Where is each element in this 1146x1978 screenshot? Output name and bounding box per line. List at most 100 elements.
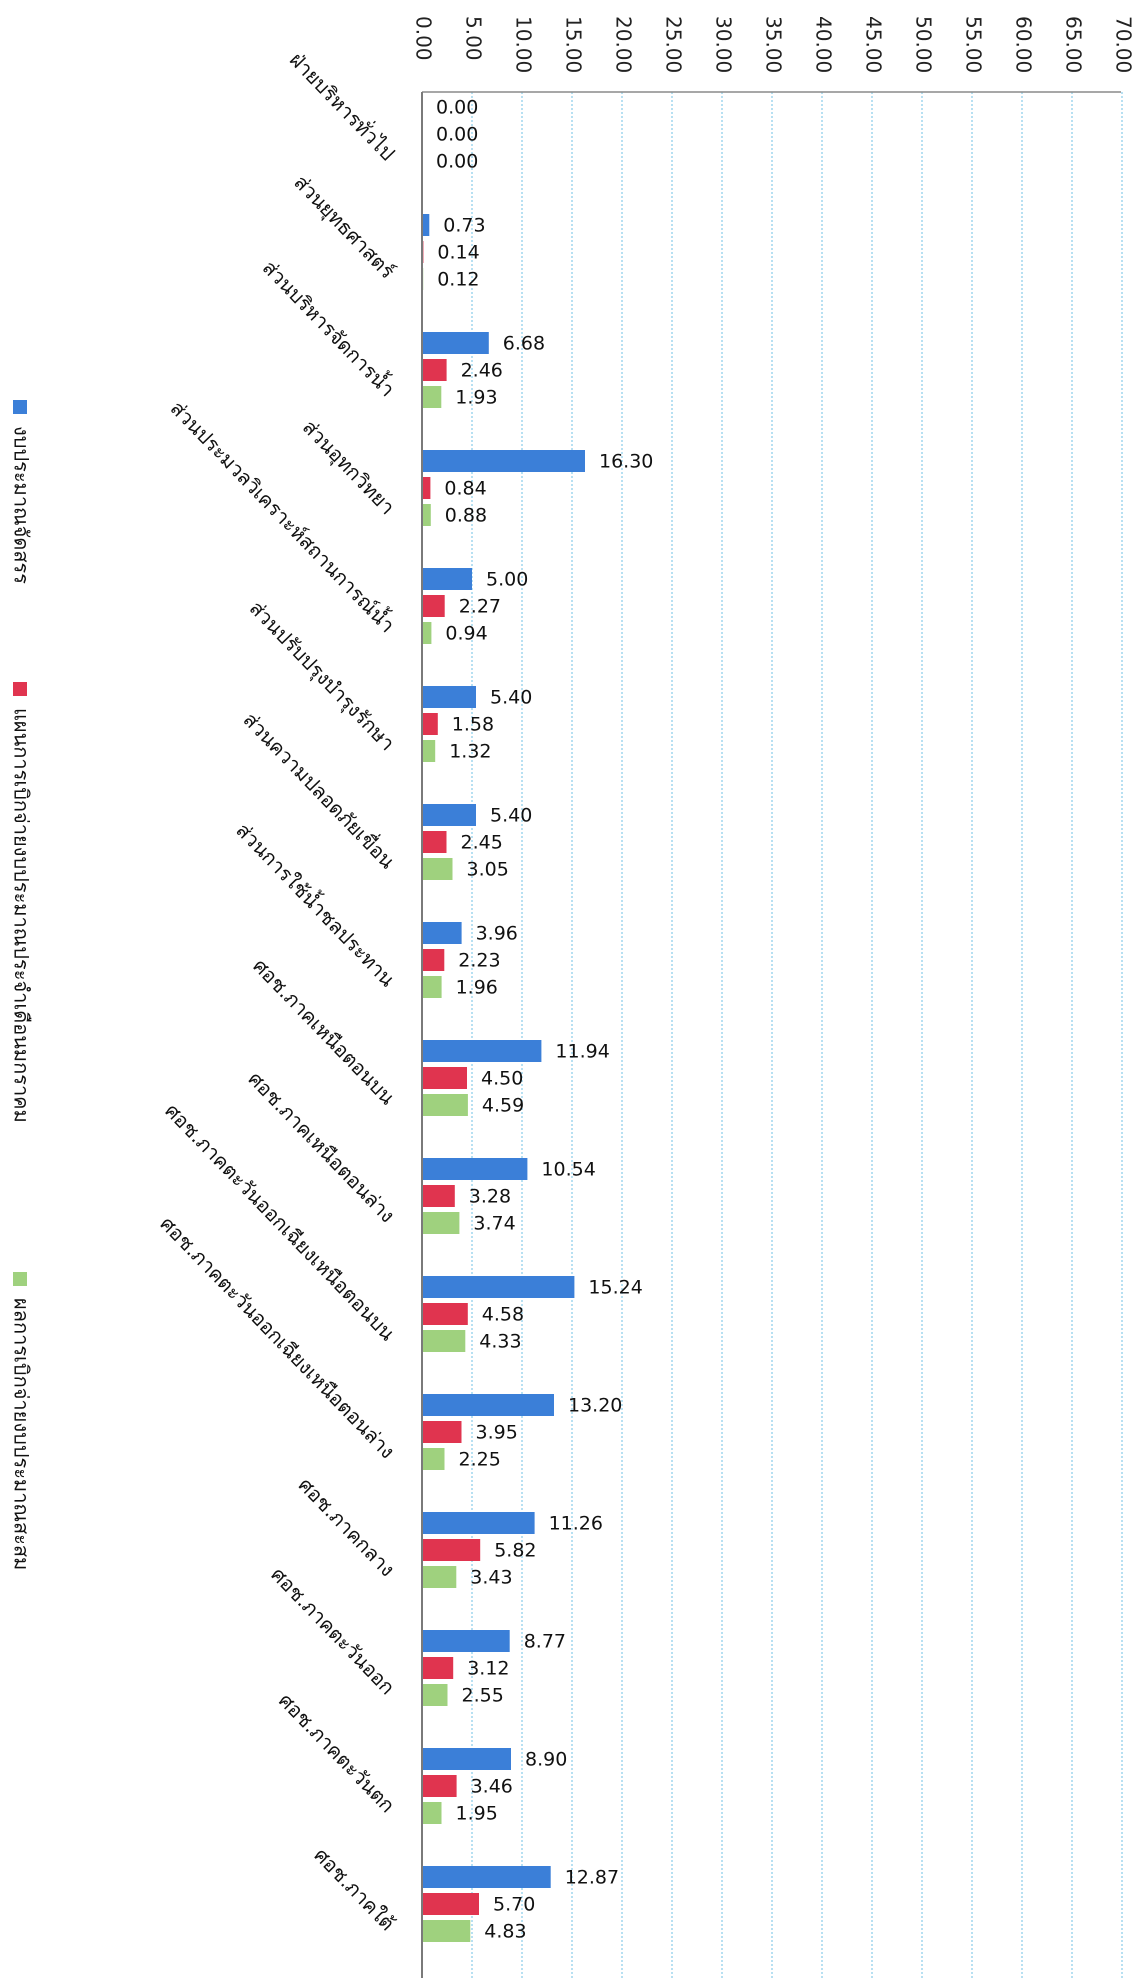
bar-2 — [422, 359, 447, 381]
bar-1 — [422, 1158, 528, 1180]
data-label: 11.94 — [555, 1041, 609, 1063]
data-label: 12.87 — [565, 1867, 619, 1889]
axis-ticks: 0.00 5.00 10.00 15.00 20.00 25.00 30.00 35.00 40… — [412, 16, 1136, 73]
bar-2 — [422, 1421, 462, 1443]
data-label: 2.45 — [461, 832, 503, 854]
data-label: 3.46 — [471, 1776, 513, 1798]
bar-2 — [422, 949, 445, 971]
bar-1 — [422, 1748, 511, 1770]
data-label: 15.24 — [588, 1277, 642, 1299]
data-label: 4.59 — [482, 1095, 524, 1117]
data-label: 3.28 — [469, 1186, 511, 1208]
data-label: 1.32 — [449, 741, 491, 763]
bar-3 — [422, 386, 442, 408]
tick-label: 0.00 — [412, 16, 436, 61]
data-label: 4.50 — [481, 1068, 523, 1090]
data-label: 5.70 — [493, 1894, 535, 1916]
data-label: 1.96 — [456, 977, 498, 999]
bar-1 — [422, 1040, 542, 1062]
bar-1 — [422, 922, 462, 944]
bar-1 — [422, 214, 430, 236]
data-label: 0.00 — [436, 97, 478, 119]
data-label: 10.54 — [541, 1159, 595, 1181]
bar-2 — [422, 831, 447, 853]
data-label: 2.55 — [462, 1685, 504, 1707]
tick-label: 5.00 — [462, 16, 486, 61]
tick-label: 25.00 — [662, 16, 686, 73]
tick-label: 10.00 — [512, 16, 536, 73]
legend-swatch — [13, 682, 27, 696]
category-label: ศอช.ภาคกลาง — [294, 1473, 400, 1582]
bar-3 — [422, 1566, 457, 1588]
bar-1 — [422, 1276, 575, 1298]
category-label: ฝ่ายบริหารทั่วไป — [285, 46, 401, 165]
data-label: 3.74 — [473, 1213, 515, 1235]
tick-label: 40.00 — [812, 16, 836, 73]
bar-2 — [422, 713, 438, 735]
bar-1 — [422, 1512, 535, 1534]
bar-2 — [422, 595, 445, 617]
data-label: 3.05 — [467, 859, 509, 881]
data-label: 5.40 — [490, 687, 532, 709]
bar-2 — [422, 1185, 455, 1207]
data-label: 3.12 — [467, 1658, 509, 1680]
bar-2 — [422, 1775, 457, 1797]
data-label: 8.77 — [524, 1631, 566, 1653]
category-labels: ฝ่ายบริหารทั่วไปส่วนยุทธศาสตร์ส่วนบริหาร… — [155, 46, 401, 1935]
data-label: 0.94 — [445, 623, 487, 645]
category-label: ศอช.ภาคตะวันตก — [274, 1688, 400, 1817]
bar-2 — [422, 1067, 467, 1089]
data-label: 2.27 — [459, 596, 501, 618]
data-label: 0.88 — [445, 505, 487, 527]
data-label: 0.73 — [443, 215, 485, 237]
data-label: 2.23 — [458, 950, 500, 972]
tick-label: 50.00 — [912, 16, 936, 73]
bar-3 — [422, 976, 442, 998]
data-label: 0.00 — [436, 124, 478, 146]
data-label: 8.90 — [525, 1749, 567, 1771]
bar-2 — [422, 1303, 468, 1325]
data-label: 5.40 — [490, 805, 532, 827]
bar-2 — [422, 1893, 479, 1915]
data-label: 5.82 — [494, 1540, 536, 1562]
legend-label: งบประมาณจัดสรร — [10, 426, 34, 584]
data-label: 0.84 — [444, 478, 486, 500]
tick-label: 45.00 — [862, 16, 886, 73]
bar-3 — [422, 1212, 460, 1234]
category-label: ส่วนยุทธศาสตร์ — [289, 170, 400, 284]
data-label: 1.93 — [455, 387, 497, 409]
bar-3 — [422, 858, 453, 880]
legend-label: ผลการเบิกจ่ายงบประมาณสะสม — [10, 1298, 34, 1570]
tick-label: 60.00 — [1012, 16, 1036, 73]
bar-3 — [422, 1684, 448, 1706]
data-label: 2.25 — [459, 1449, 501, 1471]
bar-3 — [422, 622, 432, 644]
bar-3 — [422, 740, 436, 762]
bar-2 — [422, 1539, 481, 1561]
bar-1 — [422, 450, 585, 472]
bar-1 — [422, 332, 489, 354]
data-label: 2.46 — [461, 360, 503, 382]
category-label: ศอช.ภาคตะวันออก — [266, 1562, 399, 1699]
tick-label: 55.00 — [962, 16, 986, 73]
bar-1 — [422, 1866, 551, 1888]
bars — [422, 214, 585, 1942]
data-label: 11.26 — [549, 1513, 603, 1535]
data-label: 0.14 — [437, 242, 479, 264]
data-label: 4.33 — [479, 1331, 521, 1353]
category-label: ส่วนอุทกวิทยา — [297, 415, 400, 520]
bar-2 — [422, 477, 431, 499]
category-label: ส่วนประมวลวิเคราะห์สถานการณ์น้ำ — [166, 395, 401, 638]
data-label: 1.95 — [456, 1803, 498, 1825]
tick-label: 70.00 — [1112, 16, 1136, 73]
data-label: 0.00 — [436, 151, 478, 173]
category-label: ศอช.ภาคตะวันออกเฉียงเหนือตอนล่าง — [155, 1212, 399, 1464]
tick-label: 65.00 — [1062, 16, 1086, 73]
data-label: 6.68 — [503, 333, 545, 355]
data-label: 0.12 — [437, 269, 479, 291]
data-label: 3.43 — [470, 1567, 512, 1589]
data-label: 13.20 — [568, 1395, 622, 1417]
bar-1 — [422, 804, 476, 826]
legend-swatch — [13, 400, 27, 414]
